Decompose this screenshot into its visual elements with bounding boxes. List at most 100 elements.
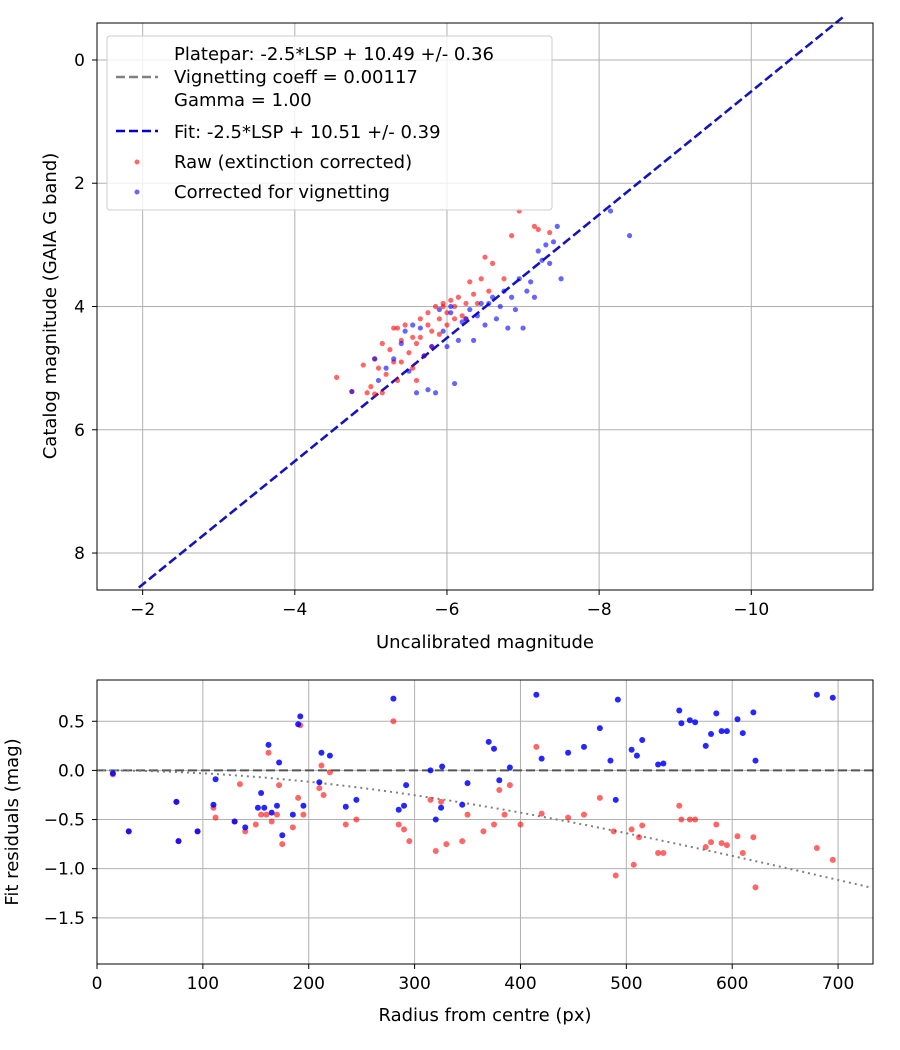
corrected-point (444, 343, 450, 350)
corrected-point (482, 322, 488, 328)
corrected-point (413, 390, 420, 396)
raw-point (360, 362, 366, 368)
bottom-y-ticks: 0.5 0.0 −0.5 −1.0 −1.5 (44, 712, 97, 929)
residual-raw-point (496, 787, 503, 794)
corrected-point (535, 248, 541, 254)
top-raw-points (334, 208, 553, 397)
top-corrected-points (349, 208, 633, 396)
residual-corrected-point (565, 749, 572, 756)
raw-point (448, 297, 454, 303)
residual-raw-point (734, 833, 741, 840)
residual-raw-point (406, 838, 413, 845)
residual-raw-point (326, 769, 333, 776)
residual-raw-point (501, 811, 508, 818)
residual-corrected-point (459, 801, 466, 808)
residual-corrected-point (432, 816, 439, 823)
corrected-point (402, 328, 408, 334)
corrected-point (429, 343, 435, 350)
top-y-tick-label: 6 (74, 421, 85, 441)
residual-corrected-point (401, 802, 408, 809)
residual-raw-point (596, 794, 603, 801)
residual-raw-point (353, 816, 360, 823)
residual-corrected-point (242, 824, 249, 831)
corrected-point (425, 387, 431, 393)
bottom-x-tick-label: 500 (610, 974, 642, 994)
residual-raw-point (265, 749, 272, 756)
residual-raw-point (342, 821, 349, 828)
residual-raw-point (289, 824, 296, 831)
top-x-ticks: −2 −4 −6 −8 −10 (130, 590, 769, 620)
top-y-axis-label: Catalog magnitude (GAIA G band) (40, 153, 61, 460)
bottom-x-tick-label: 200 (293, 974, 325, 994)
corrected-point (436, 306, 442, 313)
residual-raw-point (438, 798, 445, 805)
top-y-ticks: 0 2 4 6 8 (74, 51, 97, 564)
residual-corrected-point (261, 804, 268, 811)
raw-point (547, 229, 553, 236)
residual-raw-point (565, 814, 572, 821)
corrected-point (451, 380, 458, 387)
corrected-point (406, 368, 412, 374)
residual-raw-point (432, 847, 439, 854)
residual-corrected-point (655, 761, 662, 768)
residual-corrected-point (268, 809, 275, 816)
raw-point (436, 331, 442, 337)
residual-raw-point (443, 841, 450, 848)
residual-corrected-point (686, 717, 693, 724)
corrected-point (539, 257, 545, 263)
corrected-point (531, 294, 538, 300)
corrected-point (474, 313, 480, 319)
residual-corrected-point (718, 728, 725, 735)
corrected-point (558, 276, 564, 282)
residual-raw-point (316, 785, 323, 792)
corrected-point (448, 303, 454, 310)
raw-point (410, 334, 416, 340)
corrected-point (497, 303, 503, 310)
residual-raw-point (829, 856, 836, 863)
corrected-point (440, 328, 446, 334)
residual-corrected-point (713, 710, 720, 717)
corrected-point (410, 322, 416, 328)
raw-point (425, 310, 431, 316)
bottom-x-tick-label: 300 (398, 974, 430, 994)
raw-point (474, 300, 480, 307)
top-y-tick-label: 4 (74, 298, 85, 318)
residual-raw-point (252, 821, 259, 828)
residual-raw-point (655, 849, 662, 856)
residual-corrected-point (438, 804, 445, 811)
residual-raw-point (320, 791, 327, 798)
residual-raw-point (263, 811, 270, 818)
legend-platepar-line-2: Vignetting coeff = 0.00117 (174, 67, 418, 88)
residual-corrected-point (708, 731, 715, 738)
bottom-x-ticks: 0 100 200 300 400 500 600 700 (92, 964, 854, 994)
residual-corrected-point (403, 782, 410, 789)
raw-point (383, 371, 389, 377)
corrected-point (512, 306, 519, 313)
bottom-x-tick-label: 100 (187, 974, 219, 994)
corrected-point (501, 288, 507, 294)
residual-corrected-point (639, 736, 646, 743)
residual-raw-point (612, 872, 619, 879)
bottom-chart: 0 100 200 300 400 500 600 700 0.5 0.0 −0.5 −1.0 −1.… (2, 679, 874, 1026)
corrected-point (455, 337, 461, 343)
residual-raw-point (427, 796, 434, 803)
corrected-point (550, 239, 557, 245)
bottom-y-tick-label: 0.0 (58, 761, 85, 781)
raw-point (501, 276, 507, 282)
bottom-y-axis-label: Fit residuals (mag) (2, 738, 23, 905)
residual-corrected-point (676, 707, 683, 714)
residual-corrected-point (276, 759, 283, 766)
residual-corrected-point (254, 804, 261, 811)
residual-raw-point (318, 762, 325, 769)
residual-raw-point (279, 841, 286, 848)
raw-point (451, 303, 458, 310)
residual-corrected-point (702, 742, 709, 749)
residual-raw-point (236, 781, 243, 788)
residual-raw-point (580, 811, 587, 818)
residual-corrected-point (390, 695, 397, 702)
corrected-point (509, 294, 515, 300)
residual-corrected-point (607, 757, 614, 764)
corrected-point (554, 223, 560, 229)
raw-point (482, 254, 488, 260)
residual-raw-point (708, 839, 715, 846)
